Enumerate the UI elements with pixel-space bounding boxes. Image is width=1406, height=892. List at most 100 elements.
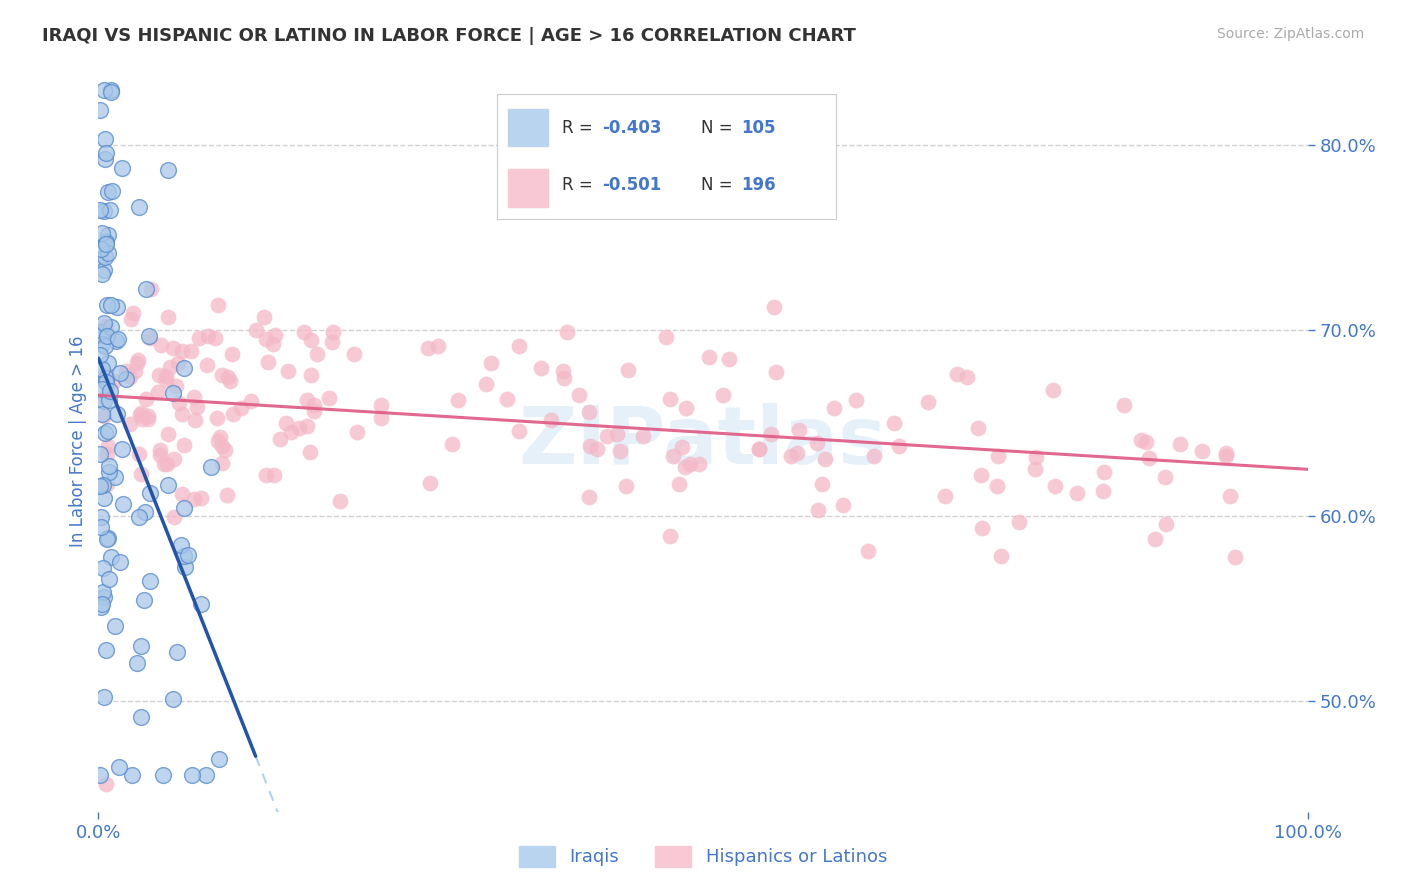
Point <box>129 467 152 481</box>
Point <box>748 442 770 456</box>
Point <box>100 298 122 312</box>
Point <box>134 282 156 296</box>
Point <box>157 477 180 491</box>
Point <box>148 368 170 382</box>
Point <box>139 282 162 296</box>
Point <box>697 350 720 364</box>
Point <box>172 487 194 501</box>
Point <box>858 544 880 558</box>
Point <box>579 439 602 453</box>
Point <box>887 439 910 453</box>
Point <box>184 413 207 427</box>
Point <box>149 448 172 462</box>
Point <box>93 409 115 423</box>
Point <box>97 439 120 453</box>
Point <box>748 442 770 457</box>
Point <box>718 351 741 366</box>
Point <box>1154 516 1177 531</box>
Point <box>98 378 121 392</box>
Point <box>585 442 607 456</box>
Point <box>100 83 122 97</box>
Point <box>173 549 195 563</box>
Point <box>167 395 190 409</box>
Point <box>163 451 186 466</box>
Point <box>94 339 117 353</box>
Point <box>190 491 212 505</box>
Point <box>1094 465 1116 479</box>
Point <box>153 457 176 471</box>
Point <box>97 227 120 242</box>
Point <box>297 392 319 407</box>
Point <box>89 103 111 117</box>
Point <box>221 347 243 361</box>
Point <box>173 500 195 515</box>
Point <box>269 432 291 446</box>
Point <box>136 409 159 424</box>
Point <box>120 312 142 326</box>
Point <box>108 366 131 380</box>
Point <box>568 388 591 402</box>
Point <box>668 477 690 491</box>
Point <box>174 559 197 574</box>
Point <box>96 424 118 438</box>
Point <box>104 470 127 484</box>
Point <box>149 443 172 458</box>
Point <box>93 690 115 705</box>
Point <box>662 450 685 464</box>
Point <box>129 710 152 724</box>
Point <box>91 585 114 599</box>
Point <box>658 392 681 407</box>
Point <box>111 497 134 511</box>
Point <box>134 505 156 519</box>
Point <box>806 435 828 450</box>
Point <box>1170 436 1192 450</box>
Point <box>277 364 299 378</box>
Point <box>186 401 208 415</box>
Point <box>1154 469 1177 483</box>
Point <box>107 333 129 347</box>
Point <box>105 300 128 314</box>
Point <box>553 364 575 378</box>
Point <box>152 767 174 781</box>
Point <box>295 419 318 434</box>
Point <box>162 692 184 706</box>
Point <box>1223 550 1246 565</box>
Point <box>280 425 302 440</box>
Point <box>96 318 118 333</box>
Point <box>673 460 696 475</box>
Point <box>479 356 502 370</box>
Point <box>98 393 121 408</box>
Point <box>814 452 837 467</box>
Point <box>807 502 830 516</box>
Point <box>1215 445 1237 459</box>
Point <box>207 298 229 312</box>
Point <box>162 385 184 400</box>
Point <box>97 185 120 199</box>
Point <box>89 478 111 492</box>
Point <box>447 393 470 408</box>
Point <box>253 310 276 325</box>
Point <box>1008 516 1031 530</box>
Point <box>257 355 280 369</box>
Point <box>129 408 152 422</box>
Point <box>231 401 253 415</box>
Point <box>322 325 344 339</box>
Point <box>679 457 702 471</box>
Point <box>96 447 118 461</box>
Point <box>508 425 530 439</box>
Point <box>139 574 162 588</box>
Point <box>90 597 112 611</box>
Point <box>195 359 218 373</box>
Point <box>1114 398 1136 412</box>
Point <box>934 489 956 503</box>
Point <box>90 362 112 376</box>
Point <box>427 339 450 353</box>
Point <box>1025 450 1047 465</box>
Point <box>299 368 322 382</box>
Point <box>98 572 121 586</box>
Point <box>986 479 1008 493</box>
Point <box>305 347 328 361</box>
Point <box>89 252 111 266</box>
Point <box>1066 486 1088 500</box>
Point <box>370 410 392 425</box>
